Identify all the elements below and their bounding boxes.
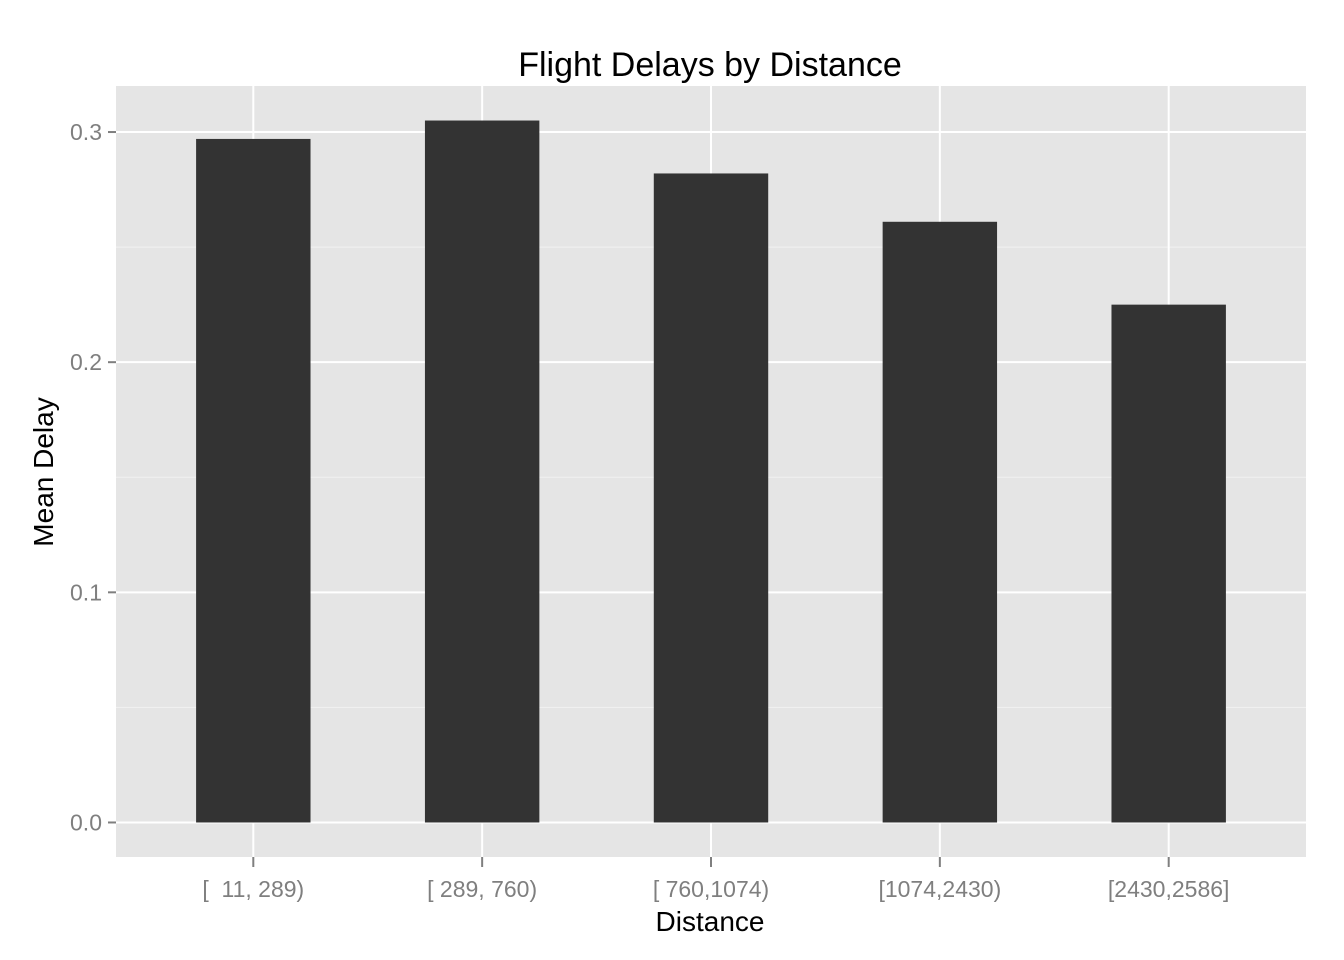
bars [196,120,1226,823]
y-axis-title: Mean Delay [28,397,59,546]
x-tick-label: [2430,2586] [1108,876,1230,902]
x-axis-title: Distance [656,906,765,937]
chart-title: Flight Delays by Distance [518,46,902,84]
y-tick-label: 0.0 [70,809,102,835]
y-tick-label: 0.1 [70,579,102,605]
x-axis: [ 11, 289) [ 289, 760) [ 760,1074) [1074,24… [202,857,1229,902]
y-tick-label: 0.3 [70,119,102,145]
y-axis: 0.0 0.1 0.2 0.3 [70,119,116,835]
bar [196,138,311,823]
bar [882,221,998,823]
x-tick-label: [ 760,1074) [653,876,769,902]
bar [653,173,769,823]
y-tick-label: 0.2 [70,349,102,375]
bar [424,120,540,823]
x-tick-label: [ 11, 289) [202,876,304,902]
x-tick-label: [ 289, 760) [427,876,537,902]
bar [1111,304,1226,823]
x-tick-label: [1074,2430) [878,876,1001,902]
